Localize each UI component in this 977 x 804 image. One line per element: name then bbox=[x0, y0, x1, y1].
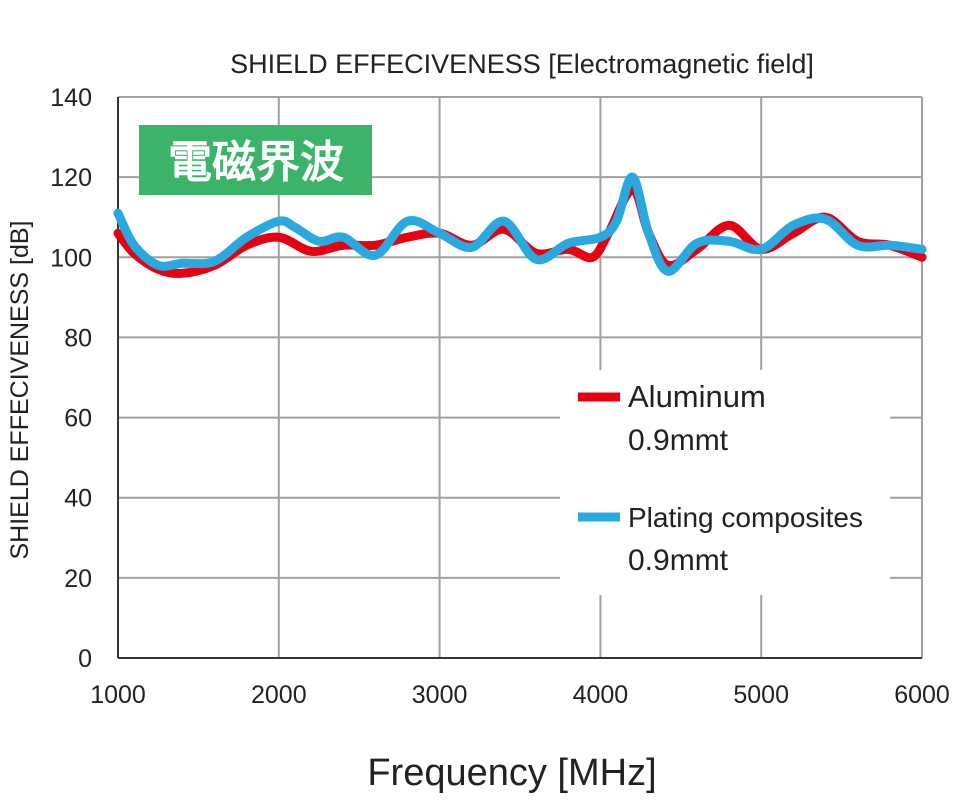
x-axis-label: Frequency [MHz] bbox=[367, 752, 656, 794]
x-tick-label: 5000 bbox=[733, 681, 789, 709]
badge-label: 電磁界波 bbox=[168, 138, 344, 187]
series-line-1 bbox=[113, 172, 927, 276]
y-axis-label: SHIELD EFFECIVENESS [dB] bbox=[6, 221, 34, 560]
legend-label-1: Plating composites bbox=[628, 502, 863, 533]
legend-sublabel-1: 0.9mmt bbox=[628, 544, 729, 577]
legend-label-0: Aluminum bbox=[628, 379, 766, 414]
y-tick-label: 60 bbox=[64, 405, 92, 433]
y-tick-label: 80 bbox=[64, 324, 92, 352]
x-tick-label: 4000 bbox=[573, 681, 629, 709]
y-tick-label: 0 bbox=[78, 645, 92, 673]
y-tick-label: 140 bbox=[50, 84, 92, 112]
x-tick-label: 2000 bbox=[251, 681, 307, 709]
y-tick-label: 120 bbox=[50, 164, 92, 192]
x-tick-label: 3000 bbox=[412, 681, 468, 709]
x-tick-label: 1000 bbox=[90, 681, 146, 709]
y-tick-label: 100 bbox=[50, 244, 92, 272]
y-tick-label: 40 bbox=[64, 485, 92, 513]
badge-background bbox=[139, 125, 372, 195]
legend-background bbox=[560, 370, 890, 595]
chart-title: SHIELD EFFECIVENESS [Electromagnetic fie… bbox=[230, 49, 814, 79]
y-tick-label: 20 bbox=[64, 565, 92, 593]
legend-sublabel-0: 0.9mmt bbox=[628, 424, 729, 457]
x-tick-label: 6000 bbox=[894, 681, 950, 709]
